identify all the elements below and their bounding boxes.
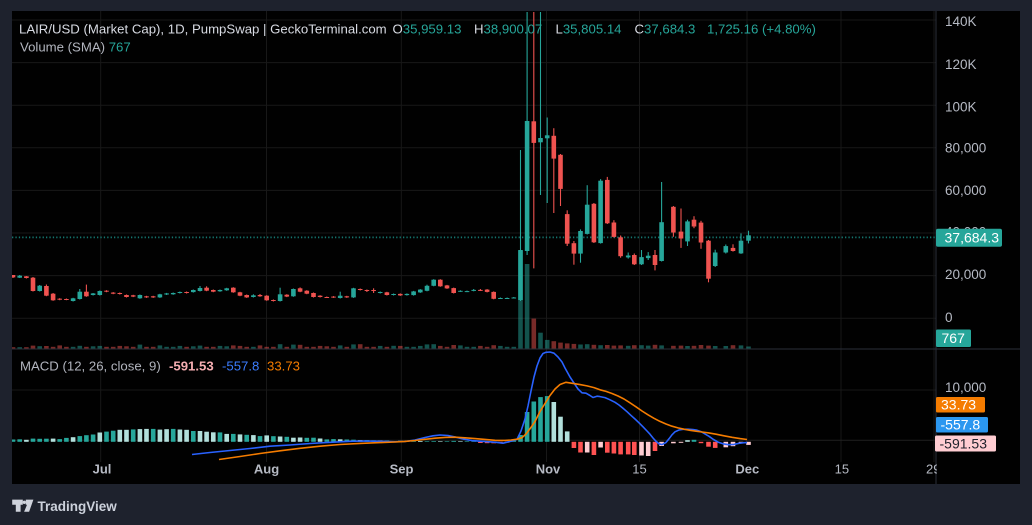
svg-text:MACD (12, 26, close, 9)-591.53: MACD (12, 26, close, 9) -591.53 -557.8 33.7…: [20, 359, 300, 374]
svg-text:120K: 120K: [945, 57, 977, 72]
svg-text:0: 0: [945, 310, 953, 325]
svg-text:TradingView: TradingView: [38, 499, 118, 514]
svg-text:80,000: 80,000: [945, 141, 986, 156]
svg-text:140K: 140K: [945, 14, 977, 29]
svg-text:Dec: Dec: [735, 461, 759, 476]
svg-text:37,684.3: 37,684.3: [945, 230, 1000, 246]
svg-text:100K: 100K: [945, 99, 977, 114]
svg-text:Volume (SMA) 767: Volume (SMA) 767: [20, 40, 131, 55]
svg-text:Jul: Jul: [93, 461, 112, 476]
svg-text:-591.53: -591.53: [940, 436, 988, 452]
svg-text:Nov: Nov: [536, 461, 561, 476]
svg-text:33.73: 33.73: [941, 397, 976, 413]
svg-text:LAIR/USD (Market Cap), 1D, Pum: LAIR/USD (Market Cap), 1D, PumpSwap | Ge…: [19, 22, 387, 37]
svg-text:60,000: 60,000: [945, 183, 986, 198]
svg-text:29: 29: [926, 461, 940, 476]
svg-text:10,000: 10,000: [945, 380, 986, 395]
svg-text:767: 767: [942, 330, 966, 346]
svg-text:-557.8: -557.8: [941, 417, 981, 433]
svg-text:Sep: Sep: [390, 461, 414, 476]
svg-text:Aug: Aug: [254, 461, 279, 476]
svg-text:20,000: 20,000: [945, 267, 986, 282]
svg-text:15: 15: [835, 461, 849, 476]
svg-text:15: 15: [632, 461, 646, 476]
